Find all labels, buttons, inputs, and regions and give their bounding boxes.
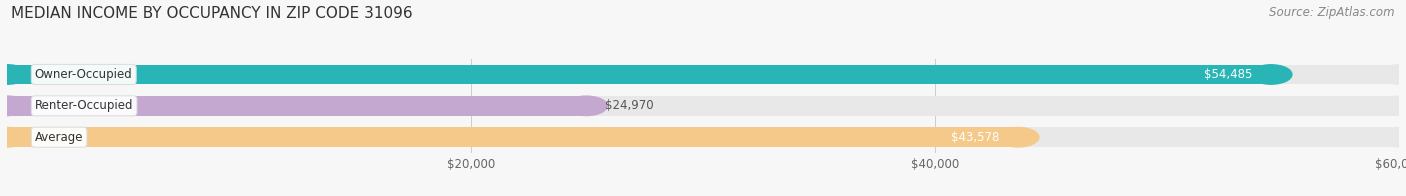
Bar	[7, 65, 1399, 84]
Ellipse shape	[1378, 65, 1406, 84]
Ellipse shape	[997, 127, 1039, 147]
Ellipse shape	[1250, 65, 1292, 84]
Bar	[7, 127, 1018, 147]
Bar	[7, 65, 1271, 84]
Text: $43,578: $43,578	[950, 131, 1000, 144]
Ellipse shape	[0, 96, 28, 116]
Text: Owner-Occupied: Owner-Occupied	[35, 68, 132, 81]
Text: Average: Average	[35, 131, 83, 144]
Text: Source: ZipAtlas.com: Source: ZipAtlas.com	[1270, 6, 1395, 19]
Ellipse shape	[1378, 96, 1406, 116]
Text: $54,485: $54,485	[1204, 68, 1253, 81]
Text: Renter-Occupied: Renter-Occupied	[35, 99, 134, 112]
Ellipse shape	[0, 127, 28, 147]
Text: $24,970: $24,970	[605, 99, 654, 112]
Bar	[7, 127, 1399, 147]
Ellipse shape	[0, 127, 28, 147]
Text: MEDIAN INCOME BY OCCUPANCY IN ZIP CODE 31096: MEDIAN INCOME BY OCCUPANCY IN ZIP CODE 3…	[11, 6, 413, 21]
Ellipse shape	[0, 65, 28, 84]
Bar	[7, 96, 1399, 116]
Ellipse shape	[565, 96, 607, 116]
Ellipse shape	[1378, 127, 1406, 147]
Bar	[7, 96, 586, 116]
Ellipse shape	[0, 96, 28, 116]
Ellipse shape	[0, 65, 28, 84]
